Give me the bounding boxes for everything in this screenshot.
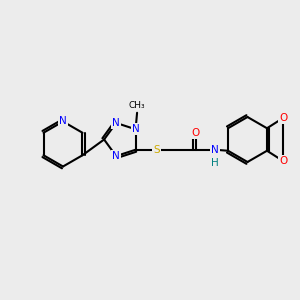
Text: N: N [59,116,67,127]
Text: N: N [112,118,120,128]
Text: N: N [132,124,140,134]
Text: N: N [211,145,219,155]
Text: O: O [279,156,288,166]
Text: H: H [211,158,219,168]
Text: S: S [153,145,160,155]
Text: N: N [112,151,120,161]
Text: O: O [191,128,200,138]
Text: CH₃: CH₃ [129,101,146,110]
Text: O: O [279,113,288,123]
